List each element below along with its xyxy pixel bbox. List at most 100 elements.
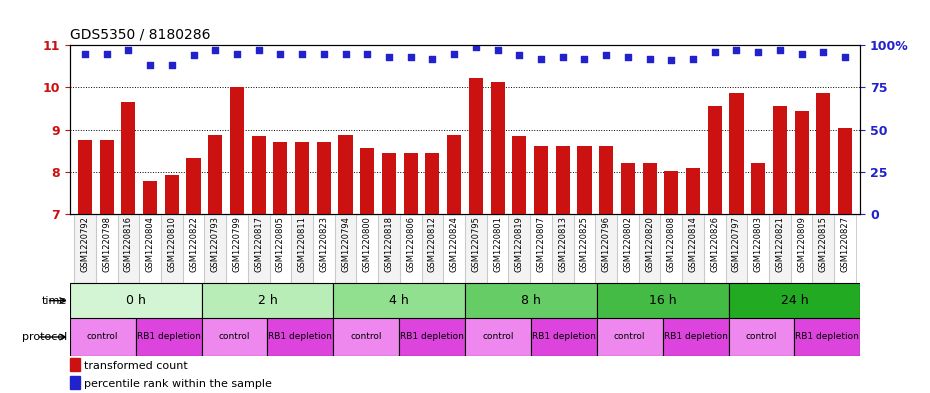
Text: control: control — [746, 332, 777, 342]
Point — [207, 47, 222, 53]
Text: percentile rank within the sample: percentile rank within the sample — [84, 379, 272, 389]
Bar — [404, 153, 418, 393]
Bar — [202, 283, 333, 318]
Text: RB1 depletion: RB1 depletion — [795, 332, 859, 342]
Point — [165, 62, 179, 69]
Text: GSM1220796: GSM1220796 — [602, 216, 611, 272]
Text: GDS5350 / 8180286: GDS5350 / 8180286 — [70, 27, 210, 41]
Point — [599, 52, 614, 59]
Bar — [78, 140, 92, 393]
Point — [469, 44, 484, 50]
Point — [251, 47, 266, 53]
Point — [708, 49, 723, 55]
Point — [577, 55, 591, 62]
Bar — [247, 214, 270, 283]
Bar — [597, 283, 728, 318]
Bar — [136, 318, 202, 356]
Bar — [599, 146, 613, 393]
Point — [838, 54, 853, 60]
Text: GSM1220797: GSM1220797 — [732, 216, 741, 272]
Bar — [202, 318, 267, 356]
Bar — [143, 181, 157, 393]
Point — [794, 50, 809, 57]
Bar — [187, 158, 201, 393]
Text: GSM1220824: GSM1220824 — [449, 216, 458, 272]
Bar — [469, 78, 483, 393]
Bar — [512, 136, 526, 393]
Bar — [335, 214, 356, 283]
Point — [142, 62, 157, 69]
Text: 4 h: 4 h — [390, 294, 409, 307]
Text: GSM1220812: GSM1220812 — [428, 216, 437, 272]
Text: 2 h: 2 h — [258, 294, 277, 307]
Bar — [333, 318, 399, 356]
Text: GSM1220793: GSM1220793 — [211, 216, 219, 272]
Text: 8 h: 8 h — [521, 294, 541, 307]
Bar — [70, 376, 80, 389]
Text: 0 h: 0 h — [126, 294, 146, 307]
Bar — [728, 283, 860, 318]
Text: protocol: protocol — [21, 332, 67, 342]
Text: GSM1220798: GSM1220798 — [102, 216, 112, 272]
Point — [642, 55, 657, 62]
Point — [512, 52, 526, 59]
Text: RB1 depletion: RB1 depletion — [400, 332, 464, 342]
Point — [339, 50, 353, 57]
Text: GSM1220795: GSM1220795 — [472, 216, 481, 272]
Text: GSM1220807: GSM1220807 — [537, 216, 546, 272]
Bar — [465, 214, 486, 283]
Point — [620, 54, 635, 60]
Text: GSM1220819: GSM1220819 — [515, 216, 524, 272]
Text: GSM1220799: GSM1220799 — [232, 216, 242, 272]
Text: 16 h: 16 h — [649, 294, 676, 307]
Bar — [117, 214, 140, 283]
Text: GSM1220808: GSM1220808 — [667, 216, 676, 272]
Text: GSM1220820: GSM1220820 — [645, 216, 654, 272]
Bar — [725, 214, 748, 283]
Text: GSM1220825: GSM1220825 — [580, 216, 589, 272]
Text: GSM1220792: GSM1220792 — [81, 216, 89, 272]
Bar — [295, 141, 309, 393]
Bar — [817, 92, 830, 393]
Bar — [273, 141, 287, 393]
Point — [490, 47, 505, 53]
Bar — [838, 128, 852, 393]
Point — [664, 57, 679, 64]
Bar — [662, 318, 728, 356]
Bar — [551, 214, 574, 283]
Text: RB1 depletion: RB1 depletion — [137, 332, 201, 342]
Bar — [728, 318, 794, 356]
Text: GSM1220813: GSM1220813 — [558, 216, 567, 272]
Bar — [595, 214, 617, 283]
Text: RB1 depletion: RB1 depletion — [664, 332, 727, 342]
Bar — [205, 214, 226, 283]
Bar — [813, 214, 834, 283]
Text: GSM1220817: GSM1220817 — [254, 216, 263, 272]
Bar — [70, 318, 136, 356]
Bar — [70, 283, 202, 318]
Bar — [465, 318, 531, 356]
Bar — [769, 214, 790, 283]
Point — [773, 47, 788, 53]
Text: GSM1220806: GSM1220806 — [406, 216, 415, 272]
Point — [404, 54, 418, 60]
Bar — [379, 214, 400, 283]
Bar — [339, 135, 352, 393]
Bar — [708, 107, 722, 393]
Point — [816, 49, 830, 55]
Bar — [794, 318, 860, 356]
Bar — [578, 146, 591, 393]
Bar — [425, 153, 440, 393]
Bar — [773, 107, 787, 393]
Bar — [531, 318, 597, 356]
Text: GSM1220810: GSM1220810 — [167, 216, 177, 272]
Bar — [291, 214, 313, 283]
Point — [100, 50, 114, 57]
Text: GSM1220804: GSM1220804 — [146, 216, 154, 272]
Bar — [165, 175, 179, 393]
Text: GSM1220811: GSM1220811 — [298, 216, 307, 272]
Text: GSM1220805: GSM1220805 — [276, 216, 285, 272]
Point — [729, 47, 744, 53]
Point — [381, 54, 396, 60]
Bar — [729, 92, 743, 393]
